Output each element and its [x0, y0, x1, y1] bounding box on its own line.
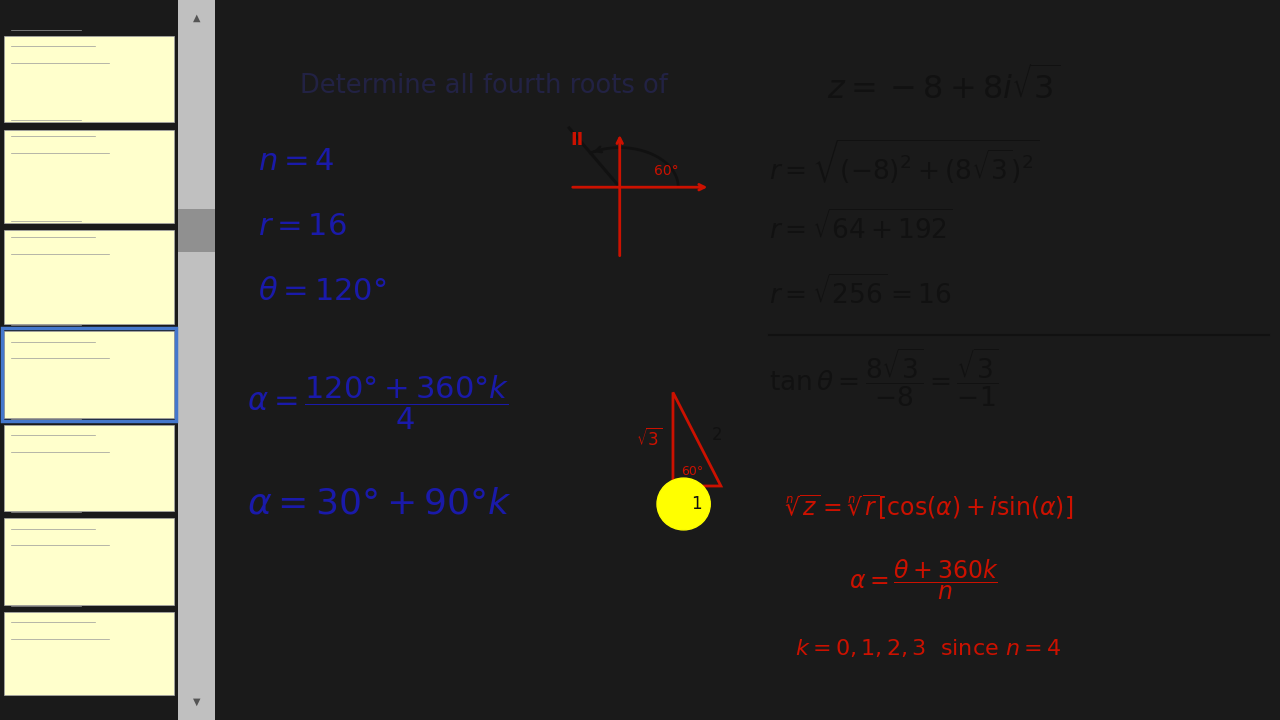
- Bar: [4, 331, 174, 418]
- Text: II: II: [571, 132, 584, 150]
- Bar: [178, 209, 215, 252]
- Text: $z = -8 + 8i\sqrt{3}$: $z = -8 + 8i\sqrt{3}$: [827, 66, 1061, 107]
- Text: $r = \sqrt{(-8)^2+(8\sqrt{3})^2}$: $r = \sqrt{(-8)^2+(8\sqrt{3})^2}$: [769, 138, 1039, 186]
- Text: $r = \sqrt{64 + 192}$: $r = \sqrt{64 + 192}$: [769, 210, 952, 244]
- Bar: [178, 0, 215, 720]
- Text: $\alpha = \dfrac{120° + 360°k}{4}$: $\alpha = \dfrac{120° + 360°k}{4}$: [247, 374, 509, 433]
- Text: $\tan\theta = \dfrac{8\sqrt{3}}{-8} = \dfrac{\sqrt{3}}{-1}$: $\tan\theta = \dfrac{8\sqrt{3}}{-8} = \d…: [769, 346, 998, 410]
- Bar: [3, 328, 177, 421]
- Text: 60°: 60°: [654, 164, 678, 179]
- Text: $\sqrt[n]{z} = \sqrt[n]{r}\left[\cos(\alpha)+i\sin(\alpha)\right]$: $\sqrt[n]{z} = \sqrt[n]{r}\left[\cos(\al…: [785, 493, 1073, 522]
- Text: $r = 16$: $r = 16$: [257, 211, 347, 243]
- Text: ▼: ▼: [193, 697, 201, 707]
- Text: 60°: 60°: [681, 465, 704, 478]
- Text: $r = \sqrt{256} = 16$: $r = \sqrt{256} = 16$: [769, 274, 951, 309]
- Text: 1: 1: [691, 495, 703, 513]
- Bar: [4, 130, 174, 223]
- Ellipse shape: [657, 478, 710, 530]
- Bar: [4, 230, 174, 324]
- Text: $k = 0, 1, 2, 3$  since $n = 4$: $k = 0, 1, 2, 3$ since $n = 4$: [795, 637, 1062, 659]
- Text: $\theta = 120°$: $\theta = 120°$: [257, 276, 387, 307]
- Bar: [4, 518, 174, 605]
- Text: $\alpha = \dfrac{\theta + 360k}{n}$: $\alpha = \dfrac{\theta + 360k}{n}$: [849, 557, 998, 602]
- Bar: [4, 36, 174, 122]
- Text: 2: 2: [712, 426, 722, 444]
- Text: Determine all fourth roots of: Determine all fourth roots of: [301, 73, 668, 99]
- Bar: [4, 425, 174, 511]
- Text: $n = 4$: $n = 4$: [257, 146, 334, 178]
- Text: $\sqrt{3}$: $\sqrt{3}$: [636, 428, 663, 450]
- Text: $\alpha = 30° + 90°k$: $\alpha = 30° + 90°k$: [247, 487, 512, 521]
- Bar: [4, 612, 174, 695]
- Text: ▲: ▲: [193, 13, 201, 23]
